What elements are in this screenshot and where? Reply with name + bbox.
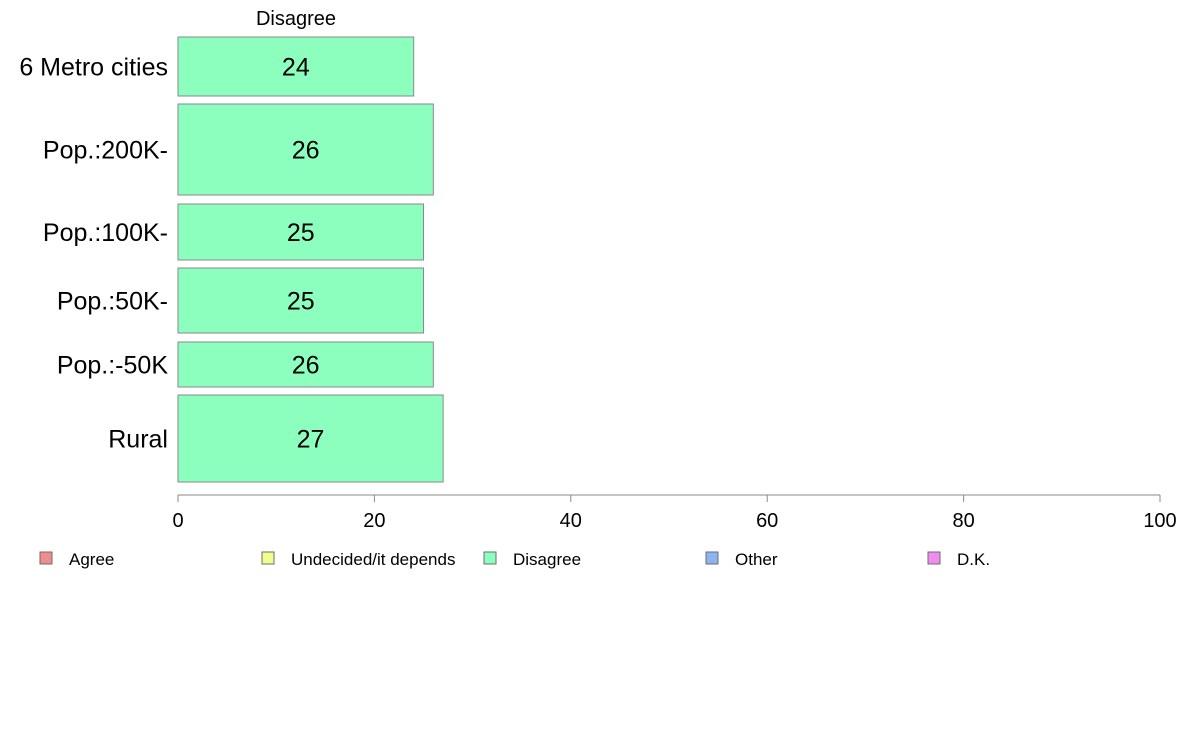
x-tick-label: 80 xyxy=(952,510,974,532)
x-tick-label: 0 xyxy=(172,510,183,532)
legend-label: Undecided/it depends xyxy=(291,550,455,569)
category-label: Rural xyxy=(108,426,168,454)
bar-value-label: 26 xyxy=(292,137,320,165)
bar xyxy=(177,267,424,334)
legend-swatch xyxy=(927,551,941,565)
category-label: Pop.:100K- xyxy=(43,219,168,247)
bar-value-label: 25 xyxy=(287,219,315,247)
category-label: Pop.:50K- xyxy=(57,288,168,316)
x-tick-label: 40 xyxy=(560,510,582,532)
bars-group: 24 6 Metro cities 26 Pop.:200K- 25 Pop.:100K-… xyxy=(19,36,444,483)
bar-value-label: 26 xyxy=(292,352,320,380)
bar-value-label: 25 xyxy=(287,288,315,316)
x-axis: 0 20 40 60 80 100 xyxy=(172,494,1177,532)
x-tick-label: 100 xyxy=(1143,510,1176,532)
bar xyxy=(177,36,415,97)
legend-swatch xyxy=(39,551,53,565)
bar-value-label: 24 xyxy=(282,54,310,82)
legend-swatch xyxy=(261,551,275,565)
panel-title: Disagree xyxy=(256,8,336,30)
legend-label: Agree xyxy=(69,550,114,569)
legend: Agree Undecided/it depends Disagree Other D.… xyxy=(39,550,990,569)
legend-swatch xyxy=(705,551,719,565)
legend-swatch xyxy=(483,551,497,565)
x-tick-label: 20 xyxy=(363,510,385,532)
bar xyxy=(177,341,434,388)
x-tick-label: 60 xyxy=(756,510,778,532)
bar xyxy=(177,203,424,261)
bar xyxy=(177,103,434,196)
category-label: Pop.:200K- xyxy=(43,137,168,165)
legend-label: D.K. xyxy=(957,550,990,569)
category-label: Pop.:-50K xyxy=(57,352,169,380)
bar xyxy=(177,394,444,483)
category-label: 6 Metro cities xyxy=(19,54,168,82)
bar-value-label: 27 xyxy=(297,426,325,454)
legend-label: Other xyxy=(735,550,778,569)
legend-label: Disagree xyxy=(513,550,581,569)
